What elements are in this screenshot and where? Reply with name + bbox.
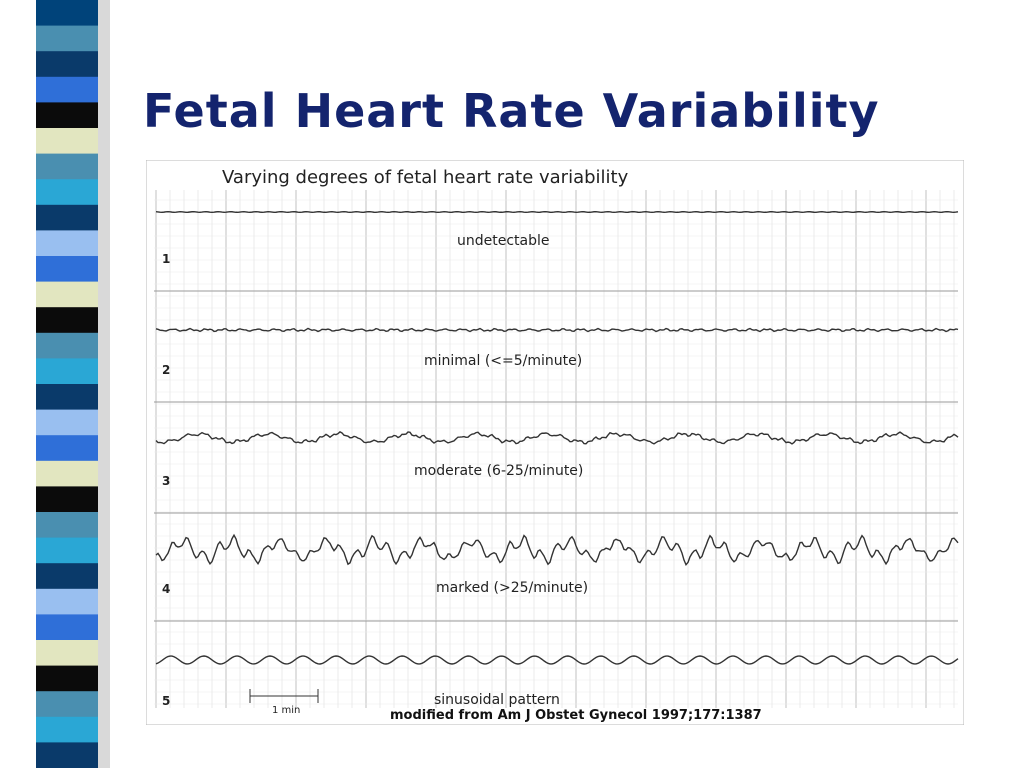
- strip-label-4: marked (>25/minute): [436, 580, 588, 596]
- stripe-band: [36, 76, 98, 103]
- stripe-band: [36, 691, 98, 718]
- stripe-band: [36, 128, 98, 155]
- strip-number-4: 4: [162, 582, 170, 596]
- stripe-band: [36, 51, 98, 78]
- strip-label-2: minimal (<=5/minute): [424, 353, 582, 369]
- stripe-band: [36, 665, 98, 692]
- decorative-stripe: [36, 0, 110, 768]
- stripe-band: [36, 204, 98, 231]
- stripe-band: [36, 409, 98, 436]
- stripe-band: [36, 332, 98, 359]
- stripe-band: [36, 102, 98, 129]
- stripe-band: [36, 25, 98, 52]
- tracing-grid: [154, 190, 958, 708]
- stripe-band: [36, 563, 98, 590]
- time-scale-bar: [249, 689, 319, 703]
- stripe-band: [36, 486, 98, 513]
- stripe-band: [36, 0, 98, 27]
- stripe-band: [36, 435, 98, 462]
- strip-label-5: sinusoidal pattern: [434, 692, 560, 708]
- figure-heading: Varying degrees of fetal heart rate vari…: [222, 167, 629, 188]
- stripe-band: [36, 614, 98, 641]
- stripe-band: [36, 588, 98, 615]
- strip-number-3: 3: [162, 474, 170, 488]
- tracing-lines: [155, 210, 959, 665]
- stripe-band: [36, 460, 98, 487]
- stripe-band: [36, 537, 98, 564]
- stripe-band: [36, 640, 98, 667]
- strip-label-3: moderate (6-25/minute): [414, 463, 583, 479]
- strip-number-1: 1: [162, 252, 170, 266]
- strip-label-1: undetectable: [457, 233, 550, 249]
- slide-title: Fetal Heart Rate Variability: [143, 84, 880, 138]
- stripe-band: [36, 384, 98, 411]
- stripe-band: [36, 512, 98, 539]
- stripe-band: [36, 230, 98, 257]
- strip-number-5: 5: [162, 694, 170, 708]
- source-citation: modified from Am J Obstet Gynecol 1997;1…: [390, 708, 762, 723]
- stripe-band: [36, 307, 98, 334]
- time-scale-label: 1 min: [272, 705, 300, 716]
- stripe-band: [36, 281, 98, 308]
- stripe-band: [36, 716, 98, 743]
- stripe-band: [36, 256, 98, 283]
- stripe-band: [36, 358, 98, 385]
- stripe-band: [36, 742, 98, 768]
- strip-number-2: 2: [162, 363, 170, 377]
- fhr-variability-figure: Varying degrees of fetal heart rate vari…: [146, 160, 964, 725]
- stripe-band: [36, 153, 98, 180]
- stripe-band: [36, 179, 98, 206]
- stripe-shadow: [98, 0, 110, 768]
